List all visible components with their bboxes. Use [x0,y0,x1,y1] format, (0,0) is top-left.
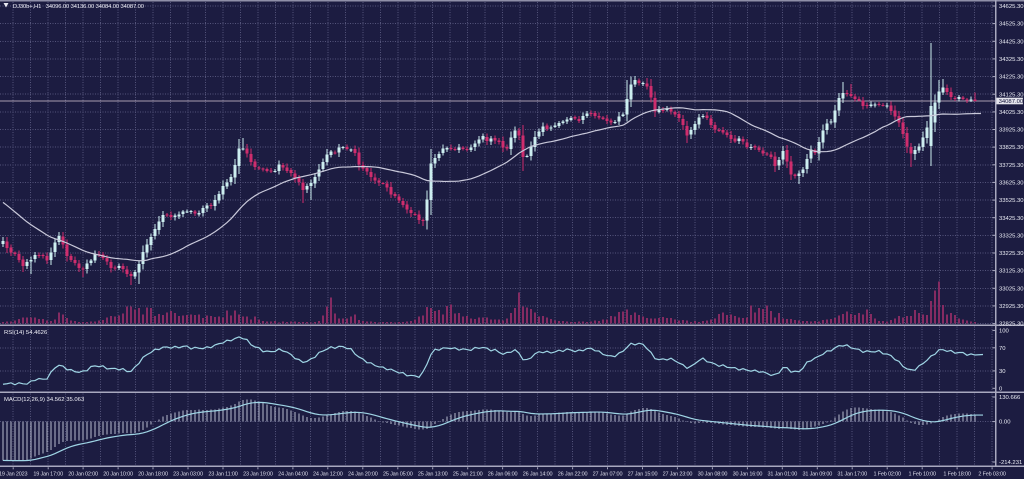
svg-text:31 Jan 09:00: 31 Jan 09:00 [802,471,832,477]
svg-text:20 Jan 18:00: 20 Jan 18:00 [138,471,168,477]
svg-text:33825.30: 33825.30 [999,145,1024,151]
svg-text:30: 30 [999,369,1006,375]
svg-text:0: 0 [999,386,1003,392]
svg-text:25 Jan 13:00: 25 Jan 13:00 [418,471,448,477]
svg-text:33625.30: 33625.30 [999,181,1024,187]
svg-text:1 Feb 10:00: 1 Feb 10:00 [909,471,936,477]
svg-text:23 Jan 11:00: 23 Jan 11:00 [208,471,237,477]
svg-text:24 Jan 04:00: 24 Jan 04:00 [278,471,308,477]
svg-text:19 Jan 2023: 19 Jan 2023 [0,471,27,477]
svg-text:30 Jan 16:00: 30 Jan 16:00 [733,471,763,477]
svg-text:34087.00: 34087.00 [999,99,1024,105]
svg-text:32925.30: 32925.30 [999,304,1024,310]
svg-text:24 Jan 20:00: 24 Jan 20:00 [348,471,378,477]
svg-text:2 Feb 03:00: 2 Feb 03:00 [978,471,1005,477]
svg-text:33025.30: 33025.30 [999,286,1024,292]
svg-text:0.00: 0.00 [999,420,1011,426]
svg-text:130.666: 130.666 [999,395,1021,401]
svg-text:27 Jan 07:00: 27 Jan 07:00 [593,471,623,477]
svg-text:31 Jan 01:00: 31 Jan 01:00 [767,471,797,477]
svg-text:34425.30: 34425.30 [999,39,1024,45]
svg-text:33725.30: 33725.30 [999,163,1024,169]
svg-text:100: 100 [999,329,1010,335]
svg-text:34325.30: 34325.30 [999,57,1024,63]
svg-text:34625.30: 34625.30 [999,4,1024,10]
svg-text:34125.30: 34125.30 [999,92,1024,98]
svg-text:RSI(14) 54.4626: RSI(14) 54.4626 [4,330,48,336]
svg-text:26 Jan 22:00: 26 Jan 22:00 [558,471,588,477]
svg-text:1 Feb 18:00: 1 Feb 18:00 [943,471,970,477]
svg-text:-214.231: -214.231 [999,460,1022,466]
svg-text:31 Jan 17:00: 31 Jan 17:00 [837,471,867,477]
svg-text:27 Jan 15:00: 27 Jan 15:00 [628,471,658,477]
svg-text:23 Jan 19:00: 23 Jan 19:00 [243,471,273,477]
svg-text:25 Jan 05:00: 25 Jan 05:00 [383,471,413,477]
svg-text:33425.30: 33425.30 [999,216,1024,222]
svg-text:24 Jan 12:00: 24 Jan 12:00 [313,471,343,477]
svg-text:33925.30: 33925.30 [999,128,1024,134]
svg-text:MACD(12,26,9) 34.562 35.063: MACD(12,26,9) 34.562 35.063 [4,397,85,403]
svg-text:20 Jan 10:00: 20 Jan 10:00 [103,471,133,477]
svg-text:25 Jan 21:00: 25 Jan 21:00 [453,471,483,477]
svg-text:32825.30: 32825.30 [999,322,1024,328]
svg-text:34525.30: 34525.30 [999,22,1024,28]
svg-text:20 Jan 02:00: 20 Jan 02:00 [68,471,98,477]
svg-text:23 Jan 03:00: 23 Jan 03:00 [173,471,203,477]
svg-text:1 Feb 02:00: 1 Feb 02:00 [874,471,901,477]
svg-text:19 Jan 17:00: 19 Jan 17:00 [33,471,63,477]
svg-text:33125.30: 33125.30 [999,269,1024,275]
svg-text:26 Jan 06:00: 26 Jan 06:00 [488,471,518,477]
svg-text:26 Jan 14:00: 26 Jan 14:00 [523,471,553,477]
svg-text:DJ30b+,H1 34096.00 34136.00: DJ30b+,H1 34096.00 34136.00 34084.00 340… [13,4,144,10]
svg-text:70: 70 [999,346,1006,352]
svg-text:33525.30: 33525.30 [999,198,1024,204]
svg-text:33325.30: 33325.30 [999,233,1024,239]
svg-text:34025.30: 34025.30 [999,110,1024,116]
svg-text:30 Jan 08:00: 30 Jan 08:00 [698,471,728,477]
svg-text:33225.30: 33225.30 [999,251,1024,257]
svg-text:27 Jan 23:00: 27 Jan 23:00 [663,471,693,477]
svg-text:34225.30: 34225.30 [999,75,1024,81]
